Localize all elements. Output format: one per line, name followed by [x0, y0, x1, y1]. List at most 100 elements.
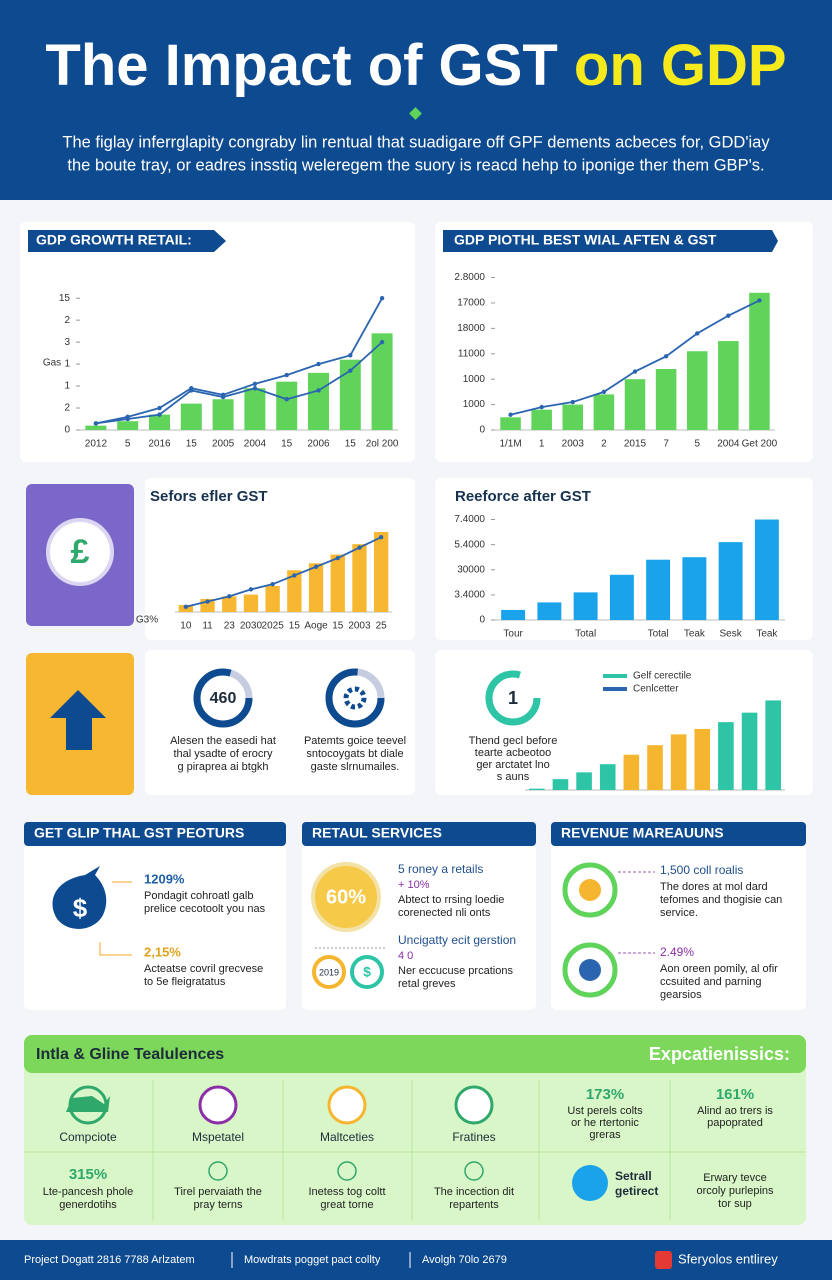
x-tick-label: 2016	[148, 439, 171, 450]
x-tick-label: 11	[202, 621, 213, 632]
panel	[435, 478, 813, 640]
cell-label: Mspetatel	[192, 1130, 244, 1144]
point	[157, 412, 162, 417]
bar	[754, 519, 779, 620]
stat-text: prelice cecotoolt you nas	[144, 903, 266, 915]
point	[205, 599, 210, 604]
drop-icon	[52, 866, 107, 929]
coin-icon	[46, 518, 114, 586]
section-header	[302, 822, 536, 846]
x-tick-label: 23	[224, 621, 236, 632]
y-tick-label: 2.8000	[454, 272, 485, 283]
circle-label: 60%	[326, 886, 366, 908]
y-axis-label: G3%	[136, 615, 158, 626]
divider-dot	[409, 107, 422, 120]
bar	[749, 292, 770, 430]
bar	[682, 557, 707, 620]
cell-label: Fratines	[452, 1130, 495, 1144]
stat-text: Ust perels colts	[567, 1105, 643, 1117]
x-tick-label: 5	[125, 439, 131, 450]
x-tick-label: 15	[332, 621, 344, 632]
y-tick-label: 15	[59, 293, 71, 304]
item-title: Uncigatty ecit gerstion	[398, 933, 516, 947]
bar	[180, 403, 202, 430]
point	[93, 421, 99, 426]
header-band	[0, 0, 832, 200]
donut-ring	[485, 670, 541, 726]
small-circle	[312, 955, 346, 989]
brand-icon	[655, 1251, 672, 1269]
point	[539, 404, 544, 410]
donut-label: 1	[508, 688, 518, 708]
bar	[500, 417, 521, 430]
item-text: corenected nli onts	[398, 907, 491, 919]
bar	[330, 554, 345, 612]
bar	[686, 351, 708, 430]
point	[252, 381, 258, 387]
gear-icon	[343, 686, 367, 710]
footer	[0, 1240, 832, 1280]
chart-title: GDP GROWTH RETAIL:	[36, 232, 192, 248]
arrow-icon	[50, 690, 106, 750]
stat-value: 1209%	[144, 871, 185, 886]
x-tick-label: Get 200	[742, 439, 778, 450]
stat-text: Alind ao trers is	[697, 1105, 773, 1117]
stat-text: to 5e fleigratatus	[144, 976, 226, 988]
x-tick-label: 2004	[244, 439, 267, 450]
cell-text: repartents	[449, 1199, 499, 1211]
x-tick-label: 2	[601, 439, 607, 450]
stat-text: Acteatse covril grecvese	[144, 963, 263, 975]
point	[570, 399, 575, 405]
point	[348, 353, 353, 358]
x-tick-label: 2005	[212, 439, 235, 450]
subtitle: the boute tray, or eadres insstiq welere…	[67, 156, 764, 174]
point	[183, 604, 189, 609]
caption: tearte acbeotoo	[475, 747, 551, 759]
section-panel	[24, 822, 286, 1010]
cell-label: Maltceties	[320, 1130, 374, 1144]
stat-value: 315%	[69, 1166, 107, 1183]
bar	[371, 333, 393, 430]
bar	[244, 388, 266, 430]
stat-text: or he rtertonic	[571, 1117, 639, 1129]
bar	[149, 414, 170, 430]
item-text: gearsios	[660, 989, 702, 1001]
legend-label: Cenlcetter	[633, 684, 679, 695]
bar	[576, 772, 592, 790]
icon	[454, 1085, 494, 1125]
item-text: Aon oreen pomily, al ofir	[660, 963, 778, 975]
icon	[464, 1161, 484, 1181]
icon-core	[579, 879, 601, 901]
x-tick-label: Sesk	[720, 629, 743, 640]
item-title: 1,500 coll roalis	[660, 863, 743, 877]
chart-title: GDP PIOTHL BEST WIAL AFTEN & GST	[454, 232, 717, 248]
point	[248, 587, 254, 592]
item-text: The dores at mol dard	[660, 881, 768, 893]
icon	[208, 1161, 228, 1181]
caption: Patemts goice teevel	[304, 735, 406, 747]
x-tick-label: 15	[186, 439, 198, 450]
bar	[287, 570, 302, 612]
section-title: RETAUL SERVICES	[312, 825, 442, 841]
point	[348, 368, 353, 373]
y-tick-label: 5.4000	[454, 539, 485, 550]
chart-title: Reeforce after GST	[455, 488, 591, 505]
y-tick-label: 18000	[457, 323, 485, 334]
cell-label: Compciote	[59, 1130, 117, 1144]
bar	[85, 425, 107, 430]
point	[379, 295, 385, 301]
icon-core	[579, 959, 601, 981]
footer-item: Avolgh 70lo 2679	[422, 1254, 507, 1266]
donut-ring	[193, 668, 253, 728]
y-tick-label: 1	[64, 359, 70, 370]
x-tick-label: 7	[663, 439, 669, 450]
section-header	[551, 822, 806, 846]
bar	[718, 341, 739, 430]
point	[632, 369, 638, 374]
legend-label: Gelf cerectile	[633, 671, 692, 682]
cell-text: pray terns	[194, 1199, 243, 1211]
bar	[655, 369, 677, 430]
point	[601, 389, 607, 395]
point	[378, 534, 384, 540]
cell-text: Tirel pervaiath the	[174, 1186, 262, 1198]
